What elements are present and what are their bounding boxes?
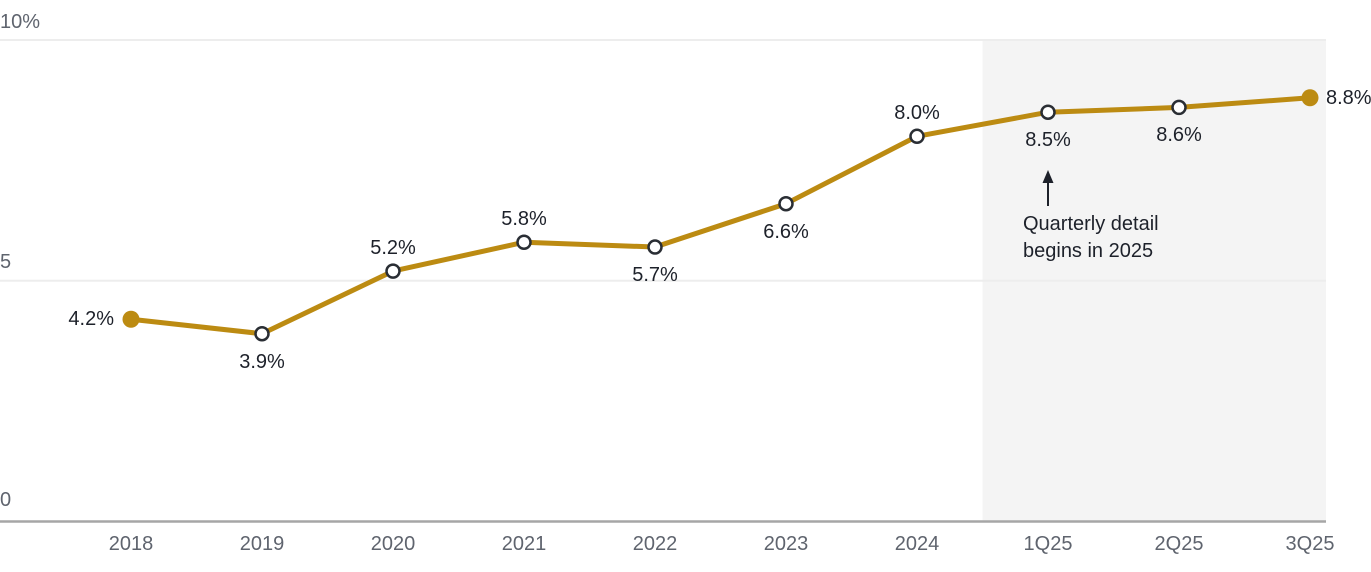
data-label-2020: 5.2%: [370, 237, 416, 260]
annotation-line-1: Quarterly detail: [1023, 213, 1159, 235]
data-point-1Q25: [1040, 104, 1056, 120]
annotation-arrow-head: [1042, 170, 1054, 183]
data-point-2022: [647, 239, 663, 255]
data-label-2024: 8.0%: [894, 102, 940, 125]
data-point-2Q25: [1171, 99, 1187, 116]
data-label-2019: 3.9%: [239, 350, 285, 373]
series-line: [128, 95, 1313, 337]
annotation-line-2: begins in 2025: [1023, 240, 1154, 262]
x-axis-tick-2Q25: 2Q25: [1154, 533, 1204, 555]
y-axis-tick-5: 5: [0, 251, 12, 273]
data-point-2020: [385, 263, 401, 279]
x-axis-tick-2021: 2021: [501, 533, 547, 555]
x-axis-tick-1Q25: 1Q25: [1023, 533, 1073, 555]
x-axis-tick-2018: 2018: [108, 533, 154, 555]
data-point-2021: [516, 234, 532, 250]
x-axis-tick-2019: 2019: [239, 533, 285, 555]
data-label-2Q25: 8.6%: [1156, 124, 1202, 147]
y-axis-tick-0: 0: [0, 489, 12, 511]
data-label-3Q25: 8.8%: [1326, 86, 1371, 109]
x-axis-tick-3Q25: 3Q25: [1285, 533, 1335, 555]
data-label-2022: 5.7%: [632, 264, 678, 287]
data-label-2018: 4.2%: [68, 308, 114, 331]
x-axis-tick-2024: 2024: [894, 533, 940, 555]
data-point-2023: [778, 195, 794, 212]
data-label-2021: 5.8%: [501, 208, 547, 231]
data-point-3Q25: [1301, 89, 1319, 107]
x-axis-tick-2022: 2022: [632, 533, 678, 555]
data-label-1Q25: 8.5%: [1025, 129, 1071, 152]
data-point-2019: [254, 325, 270, 342]
data-point-2018: [122, 310, 140, 328]
x-axis-tick-2020: 2020: [370, 533, 416, 555]
quarterly-detail-annotation: Quarterly detail begins in 2025: [1023, 211, 1159, 265]
x-axis-tick-2023: 2023: [763, 533, 809, 555]
data-label-2023: 6.6%: [763, 220, 809, 243]
data-point-2024: [909, 128, 925, 145]
y-axis-tick-10: 10%: [0, 11, 41, 33]
